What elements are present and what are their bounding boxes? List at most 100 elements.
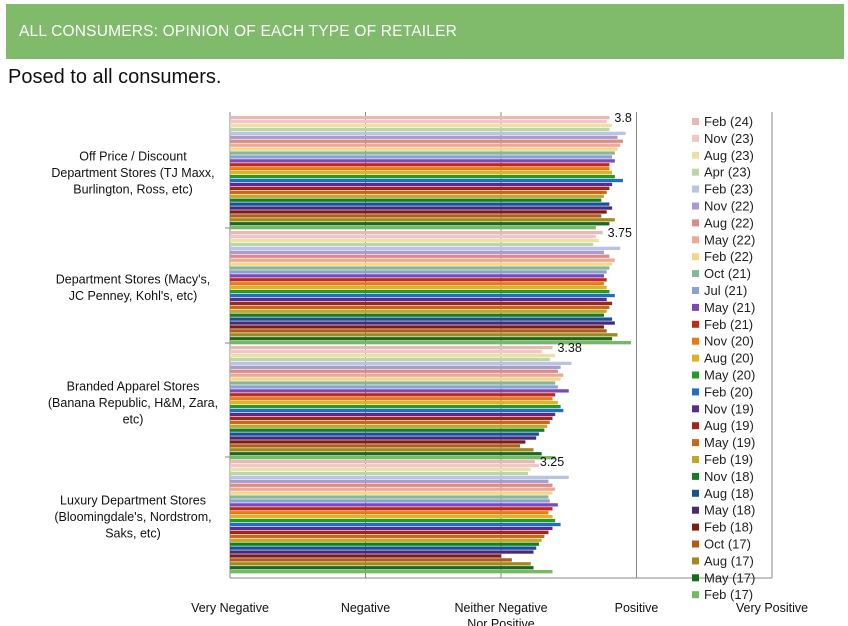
category-label: Department Stores (Macy's, JC Penney, Koh… xyxy=(56,273,211,304)
bar xyxy=(230,432,539,436)
bar xyxy=(230,151,615,155)
legend-swatch xyxy=(692,422,699,430)
bar xyxy=(230,460,535,464)
bar xyxy=(230,404,561,409)
legend-label: Feb (17) xyxy=(704,587,753,602)
bar xyxy=(230,522,561,527)
bar xyxy=(230,424,548,428)
x-tick-label: Very Positive xyxy=(736,601,808,615)
legend-label: May (21) xyxy=(704,300,755,315)
bar xyxy=(230,262,613,266)
legend-swatch xyxy=(692,253,699,261)
category-label: Luxury Department Stores (Bloomingdale's,… xyxy=(54,494,211,541)
legend-swatch xyxy=(692,456,699,463)
bar xyxy=(230,127,610,132)
legend-swatch xyxy=(692,523,699,531)
legend-label: May (22) xyxy=(704,232,755,247)
bar xyxy=(230,511,549,515)
legend-swatch xyxy=(692,591,699,599)
bar xyxy=(230,463,539,468)
bar xyxy=(230,163,610,167)
bar xyxy=(230,491,553,495)
bar xyxy=(230,317,613,321)
bar xyxy=(230,147,618,151)
legend-swatch xyxy=(692,489,699,497)
bar xyxy=(230,116,610,120)
bar xyxy=(230,143,621,147)
legend-swatch xyxy=(692,320,699,328)
bar xyxy=(230,353,556,358)
bar xyxy=(230,289,610,294)
legend-label: Feb (22) xyxy=(704,249,753,264)
bar xyxy=(230,297,607,302)
bar xyxy=(230,456,556,460)
legend-label: May (18) xyxy=(704,503,755,518)
header-title: ALL CONSUMERS: OPINION OF EACH TYPE OF R… xyxy=(19,22,458,40)
bar xyxy=(230,397,553,401)
bar xyxy=(230,282,604,286)
x-tick-label: Very Negative xyxy=(191,601,269,615)
bar xyxy=(230,178,623,183)
bar xyxy=(230,507,553,511)
x-tick-labels: Very Negative Negative Neither Negative Nor… xyxy=(191,601,808,626)
bar xyxy=(230,566,534,570)
bar xyxy=(230,479,549,483)
legend-swatch xyxy=(692,236,699,244)
legend-label: Aug (18) xyxy=(704,486,754,501)
legend-swatch xyxy=(692,185,699,193)
legend-swatch xyxy=(692,540,699,548)
x-tick-label: Negative xyxy=(341,601,390,615)
bar xyxy=(230,210,607,214)
legend-label: Oct (21) xyxy=(704,266,751,281)
bar xyxy=(230,135,618,139)
bar xyxy=(230,428,545,432)
bar xyxy=(230,325,604,329)
legend-label: Feb (21) xyxy=(704,317,753,332)
bar xyxy=(230,365,561,369)
data-label: 3.8 xyxy=(614,111,631,125)
legend-swatch xyxy=(692,134,699,142)
legend-label: May (20) xyxy=(704,368,755,383)
bar xyxy=(230,495,549,499)
bar xyxy=(230,546,537,550)
legend: Feb (24) Nov (23) Aug (23) Apr (23) Feb (23)… xyxy=(692,114,755,602)
bar xyxy=(230,471,529,476)
bar xyxy=(230,333,618,337)
bar xyxy=(230,206,613,210)
legend-label: Aug (19) xyxy=(704,418,754,433)
bar xyxy=(230,278,607,282)
bar xyxy=(230,250,604,254)
bar xyxy=(230,258,615,262)
legend-swatch xyxy=(692,151,699,159)
bar xyxy=(230,305,610,309)
page-header: ALL CONSUMERS: OPINION OF EACH TYPE OF R… xyxy=(6,4,844,59)
bar xyxy=(230,420,550,424)
bar xyxy=(230,329,607,333)
bar xyxy=(230,452,542,456)
legend-swatch xyxy=(692,303,699,311)
bar xyxy=(230,385,558,389)
legend-swatch xyxy=(692,337,699,345)
bar xyxy=(230,412,556,417)
bar xyxy=(230,190,607,194)
bar xyxy=(230,393,556,397)
legend-swatch xyxy=(692,270,699,278)
bar xyxy=(230,467,531,472)
axes xyxy=(225,227,772,579)
bar xyxy=(230,131,626,136)
bar xyxy=(230,119,607,124)
legend-swatch xyxy=(692,354,699,362)
bar xyxy=(230,349,542,354)
bar xyxy=(230,301,613,306)
bar xyxy=(230,171,613,175)
bar xyxy=(230,174,615,179)
bar xyxy=(230,254,610,258)
bar xyxy=(230,194,604,198)
bar xyxy=(230,444,520,448)
data-label: 3.38 xyxy=(557,341,581,355)
bar xyxy=(230,286,607,290)
bar xyxy=(230,234,596,239)
legend-label: Nov (23) xyxy=(704,131,754,146)
legend-swatch xyxy=(692,405,699,413)
